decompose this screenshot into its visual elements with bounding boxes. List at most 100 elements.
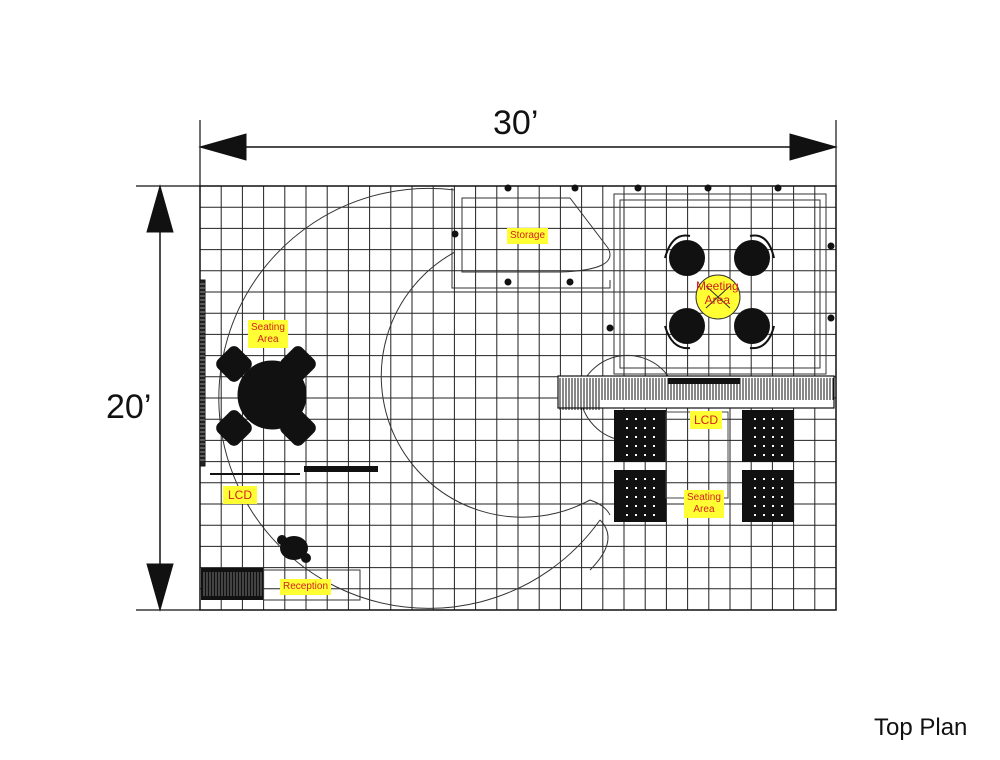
seating-cube-dot xyxy=(781,505,783,507)
seating-cube-dot xyxy=(772,478,774,480)
seating-cube-dot xyxy=(653,514,655,516)
seating-cube-dot xyxy=(626,436,628,438)
seating-cube-dot xyxy=(763,505,765,507)
seating-area-left-label: Seating Area xyxy=(248,320,288,348)
seating-cube-dot xyxy=(626,478,628,480)
seating-cube-dot xyxy=(644,496,646,498)
seating-cube-dot xyxy=(772,505,774,507)
seating-cube-dot xyxy=(763,436,765,438)
seating-cube-dot xyxy=(763,478,765,480)
seating-cube-dot xyxy=(754,514,756,516)
curved-wall xyxy=(218,187,611,609)
seating-left-group xyxy=(216,346,316,446)
height-dimension xyxy=(136,184,200,612)
bottom-arrowhead xyxy=(146,563,174,612)
seating-cube-dot xyxy=(781,436,783,438)
seating-cube-dot xyxy=(644,505,646,507)
seating-cube-dot xyxy=(644,418,646,420)
seating-cube-dot xyxy=(763,454,765,456)
seating-cube-dot xyxy=(635,478,637,480)
seating-cube-dot xyxy=(635,436,637,438)
meeting-room xyxy=(613,193,827,375)
seating-cubes-right xyxy=(614,410,794,522)
left-wall xyxy=(199,279,300,475)
seating-cube-dot xyxy=(626,418,628,420)
seating-cube-dot xyxy=(754,487,756,489)
seating-cube-dot xyxy=(644,436,646,438)
seating-cube-dot xyxy=(635,445,637,447)
seating-cube-dot xyxy=(644,427,646,429)
seating-cube-dot xyxy=(653,496,655,498)
height-dimension-label: 20’ xyxy=(106,388,152,426)
seating-cube-dot xyxy=(626,454,628,456)
seating-cube-dot xyxy=(653,445,655,447)
seating-cube-dot xyxy=(781,427,783,429)
lcd-right-label: LCD xyxy=(690,411,723,429)
seating-cube-dot xyxy=(772,418,774,420)
seating-cube-dot xyxy=(653,487,655,489)
seating-cube-dot xyxy=(635,496,637,498)
seating-cube-dot xyxy=(781,487,783,489)
seating-cube-dot xyxy=(653,418,655,420)
seating-cube-dot xyxy=(772,454,774,456)
seating-cube-dot xyxy=(653,454,655,456)
seating-cube-dot xyxy=(754,418,756,420)
meeting-chairs xyxy=(664,234,775,350)
seating-cube-dot xyxy=(626,445,628,447)
seating-cube-dot xyxy=(635,514,637,516)
seating-cube-dot xyxy=(754,505,756,507)
seating-cube-dot xyxy=(754,454,756,456)
seating-cube-dot xyxy=(653,505,655,507)
seating-cube-dot xyxy=(763,496,765,498)
seating-cube-dot xyxy=(644,514,646,516)
seating-cube-dot xyxy=(754,436,756,438)
seating-cube-dot xyxy=(763,514,765,516)
meeting-table xyxy=(695,274,741,320)
seating-cube-dot xyxy=(763,487,765,489)
seating-cube-dot xyxy=(635,427,637,429)
reception-label: Reception xyxy=(280,579,332,595)
seating-cube-dot xyxy=(781,478,783,480)
seating-cube-dot xyxy=(772,436,774,438)
left-wall-hatch xyxy=(200,283,205,461)
seating-cube-dot xyxy=(626,505,628,507)
seating-cube-dot xyxy=(754,445,756,447)
seating-cube-dot xyxy=(626,514,628,516)
lcd-left-label: LCD xyxy=(223,486,258,504)
seating-cube-dot xyxy=(626,487,628,489)
storage-posts xyxy=(451,184,835,332)
top-arrowhead xyxy=(146,184,174,233)
plan-caption: Top Plan xyxy=(874,714,968,741)
left-arrowhead xyxy=(198,133,247,161)
seating-cube-dot xyxy=(754,478,756,480)
seating-cube-dot xyxy=(653,478,655,480)
seating-cube-dot xyxy=(635,454,637,456)
seating-cube xyxy=(614,410,666,462)
seating-cube-dot xyxy=(781,454,783,456)
seating-cube-dot xyxy=(635,505,637,507)
reception-counter xyxy=(201,568,361,601)
seating-cube-dot xyxy=(644,445,646,447)
lcd-wall-right-top-bar xyxy=(668,378,740,384)
seating-cube-dot xyxy=(772,496,774,498)
seating-cube-dot xyxy=(772,487,774,489)
seating-cube-dot xyxy=(781,445,783,447)
seating-cube-dot xyxy=(644,487,646,489)
seating-cube-dot xyxy=(781,514,783,516)
right-arrowhead xyxy=(789,133,838,161)
seating-cube-dot xyxy=(653,427,655,429)
reception-chair xyxy=(277,535,311,563)
seating-cube-dot xyxy=(781,418,783,420)
seating-cube-dot xyxy=(635,487,637,489)
seating-cube-dot xyxy=(781,496,783,498)
seating-area-right-label: Seating Area xyxy=(684,490,724,518)
seating-cube-dot xyxy=(754,427,756,429)
seating-cube-dot xyxy=(763,445,765,447)
seating-cube-dot xyxy=(772,514,774,516)
left-lcd-bar xyxy=(304,466,378,472)
seating-cube-dot xyxy=(754,496,756,498)
storage-room xyxy=(451,188,611,289)
seating-cube-dot xyxy=(772,445,774,447)
seating-cube xyxy=(742,410,794,462)
seating-cube-dot xyxy=(763,427,765,429)
